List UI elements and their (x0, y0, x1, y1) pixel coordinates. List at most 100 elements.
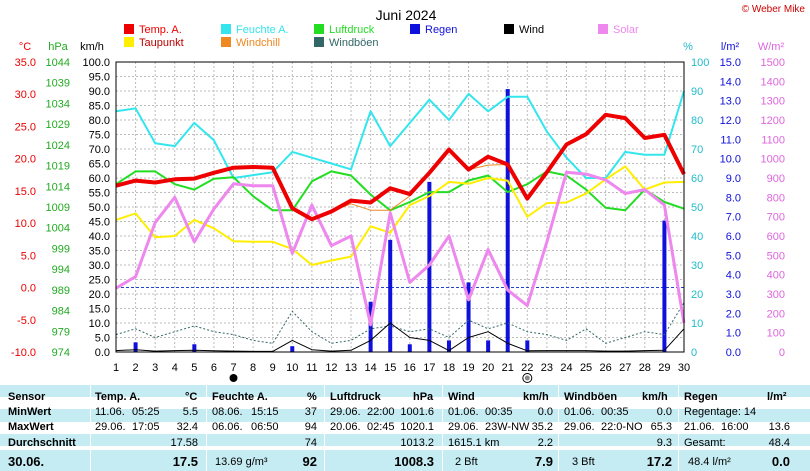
hum-min-time: 15:15 (251, 406, 279, 418)
hum-today: 92 (302, 454, 317, 469)
legend-swatch (124, 37, 134, 47)
legend-swatch (598, 24, 608, 34)
solar-tick-label: 300 (767, 289, 785, 301)
x-tick-label: 28 (639, 362, 651, 374)
temp-min-value: 5.5 (182, 406, 198, 418)
temp-tick-label: 35.0 (15, 57, 36, 69)
hum-absolute: 13.69 g/m³ (215, 456, 268, 468)
col-separator (90, 385, 91, 471)
x-tick-label: 7 (230, 362, 236, 374)
humidity-tick-label: 50 (691, 202, 703, 214)
x-tick-label: 19 (462, 362, 474, 374)
wind-tick-label: 75.0 (89, 130, 110, 142)
solar-tick-label: 800 (767, 192, 785, 204)
rain-tick-label: 9.0 (726, 173, 741, 185)
gust-avg: 9.3 (656, 437, 672, 449)
legend-swatch (410, 24, 420, 34)
humidity-tick-label: 30 (691, 260, 703, 272)
x-tick-label: 30 (678, 362, 690, 374)
rain-bar (388, 239, 393, 352)
x-tick-label: 24 (560, 362, 572, 374)
temp-tick-label: 30.0 (15, 89, 36, 101)
wind-tick-label: 45.0 (89, 217, 110, 229)
wind-max-date: 29.06. (448, 421, 479, 433)
rain-tick-label: 10.0 (720, 154, 741, 166)
wind-max-value: 35.2 (531, 421, 553, 433)
rain-bar (466, 282, 471, 352)
press-avg: 1013.2 (400, 437, 434, 449)
temp-tick-label: 5.0 (21, 250, 36, 262)
x-tick-label: 8 (250, 362, 256, 374)
rain-unit: l/m² (767, 391, 787, 403)
humidity-tick-label: 0 (691, 347, 697, 359)
temp-tick-label: 15.0 (15, 186, 36, 198)
humidity-tick-label: 40 (691, 231, 703, 243)
temp-min-date: 11.06. (95, 406, 125, 418)
legend-label: Wind (519, 24, 544, 36)
legend-swatch (221, 24, 231, 34)
solar-tick-label: 1100 (761, 134, 785, 146)
stats-band-avg (0, 422, 810, 434)
rain-month-total: 48.4 l/m² (688, 456, 731, 468)
gust-min-time: 00:35 (601, 406, 629, 418)
x-tick-label: 6 (211, 362, 217, 374)
axis-unit: hPa (48, 41, 68, 53)
rain-bar (407, 344, 412, 352)
col-separator (442, 385, 443, 471)
temp-avg: 17.58 (170, 437, 198, 449)
x-tick-label: 9 (270, 362, 276, 374)
rain-tick-label: 14.0 (720, 76, 741, 88)
rain-bar (133, 342, 138, 352)
hum-header: Feuchte A. (212, 391, 268, 403)
rain-max-date: 21.06. (684, 421, 715, 433)
temp-min-time: 05:25 (132, 406, 160, 418)
wind-min-date: 01.06. (448, 406, 479, 418)
plot-area: °C hPa km/h% l/m² W/m²35.030.025.020.015.010… (11, 41, 785, 383)
press-today: 1008.3 (394, 454, 434, 469)
axis-unit: km/h (80, 41, 104, 53)
humidity-tick-label: 10 (691, 318, 703, 330)
solar-tick-label: 400 (767, 270, 785, 282)
x-tick-label: 15 (384, 362, 396, 374)
press-max-value: 1020.1 (400, 421, 434, 433)
wind-distance: 1615.1 km (448, 437, 500, 449)
temp-tick-label: -5.0 (17, 315, 36, 327)
wind-tick-label: 50.0 (89, 202, 110, 214)
x-tick-label: 11 (306, 362, 317, 374)
rain-bar (486, 340, 491, 352)
rain-total: 48.4 (768, 437, 790, 449)
wind-max-time: 23W-NW (485, 421, 530, 433)
wind-beaufort: 2 Bft (455, 456, 478, 468)
col-separator (678, 385, 679, 471)
x-tick-label: 20 (482, 362, 494, 374)
rain-header: Regen (684, 391, 718, 403)
gust-today: 17.2 (646, 454, 672, 469)
axis-unit: °C (19, 41, 31, 53)
legend-swatch (124, 24, 134, 34)
temp-max-time: 17:05 (132, 421, 160, 433)
wind-tick-label: 90.0 (89, 86, 110, 98)
x-tick-label: 22 (521, 362, 533, 374)
legend-label: Taupunkt (139, 37, 184, 49)
wind-tick-label: 35.0 (89, 246, 110, 258)
x-tick-label: 16 (404, 362, 416, 374)
wind-tick-label: 100.0 (82, 57, 110, 69)
gust-max-value: 65.3 (650, 421, 672, 433)
legend-label: Solar (613, 24, 639, 36)
press-min-time: 22:00 (367, 406, 395, 418)
gust-header: Windböen (564, 391, 618, 403)
label-avg: Durchschnitt (8, 437, 76, 449)
humidity-tick-label: 20 (691, 289, 703, 301)
temp-tick-label: 25.0 (15, 121, 36, 133)
temp-max-value: 32.4 (176, 421, 198, 433)
series-line-wind (115, 322, 685, 352)
rain-tick-label: 0.0 (726, 347, 741, 359)
humidity-tick-label: 80 (691, 115, 703, 127)
temp-tick-label: 10.0 (15, 218, 36, 230)
x-tick-label: 12 (325, 362, 337, 374)
label-max: MaxWert (8, 421, 54, 433)
x-tick-label: 2 (133, 362, 139, 374)
wind-tick-label: 30.0 (89, 260, 110, 272)
solar-tick-label: 200 (767, 308, 785, 320)
rain-tick-label: 5.0 (726, 250, 741, 262)
